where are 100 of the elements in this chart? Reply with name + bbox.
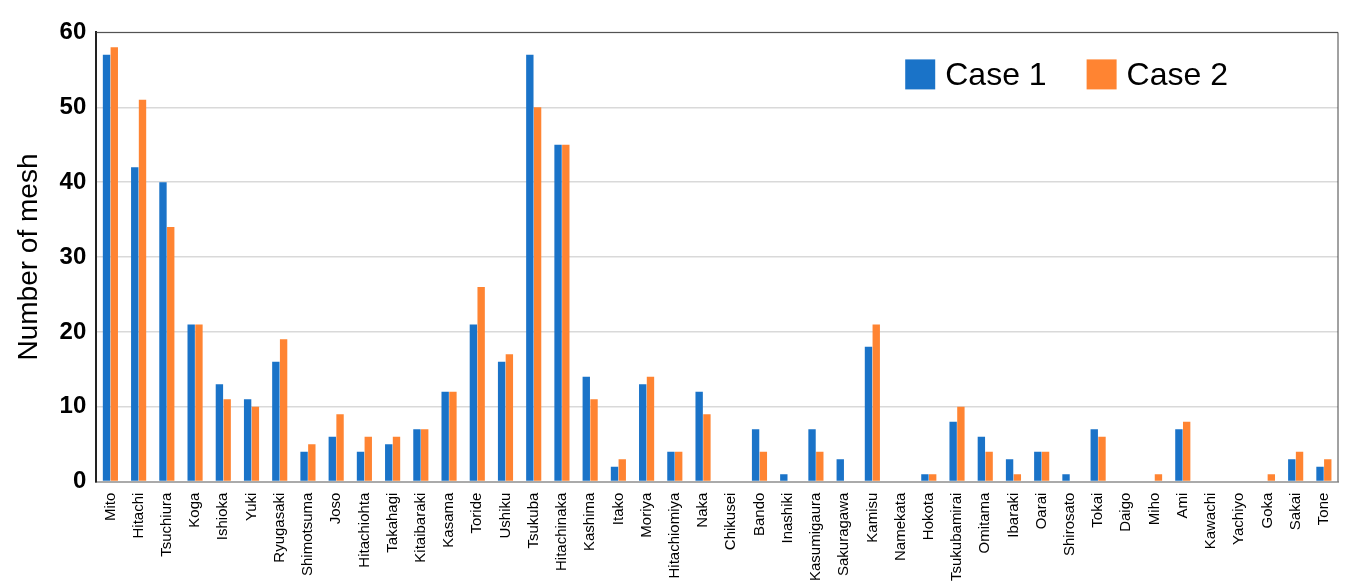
bar (272, 361, 280, 481)
legend-label: Case 2 (1126, 56, 1228, 93)
x-tick-label: Kitaibaraki (410, 492, 428, 563)
x-tick-label: Goka (1257, 491, 1275, 529)
x-tick-label: Ami (1172, 492, 1190, 519)
x-tick-label: Moriya (636, 491, 654, 538)
bar (1098, 436, 1106, 481)
x-tick-label: Inashiki (777, 492, 795, 544)
x-tick-label: Kamisu (862, 492, 880, 543)
bar (836, 459, 844, 481)
bar (195, 324, 203, 481)
bar (1324, 459, 1332, 481)
x-tick-label: Kashima (580, 491, 598, 551)
bar (279, 339, 288, 481)
x-tick-label: Sakai (1285, 492, 1303, 531)
x-tick-label: Tone (1314, 492, 1332, 526)
bar (243, 399, 252, 481)
bar (639, 384, 647, 481)
x-tick-label: Daigo (1116, 492, 1134, 532)
x-tick-label: Kasumigaura (806, 491, 824, 582)
x-tick-label: Mito (100, 492, 118, 521)
y-tick-label: 30 (59, 241, 87, 269)
bar (590, 399, 598, 481)
bar (187, 324, 195, 481)
bar (497, 361, 506, 481)
bar (864, 346, 873, 481)
bar (957, 406, 965, 481)
bar (646, 376, 655, 481)
bar (131, 167, 139, 481)
y-tick-label: 10 (59, 391, 87, 419)
x-tick-label: Takahagi (382, 492, 400, 553)
x-tick-label: Ishioka (213, 491, 231, 541)
bar (336, 414, 344, 481)
bar (703, 414, 711, 481)
bar (469, 324, 478, 481)
bar (477, 286, 485, 481)
bar (110, 47, 118, 481)
x-tick-label: Hitachi (128, 492, 146, 539)
y-tick-label: 0 (72, 466, 87, 494)
bar (618, 459, 626, 481)
x-tick-label: Tsuchiura (156, 491, 174, 557)
bar (667, 451, 675, 481)
bar (977, 436, 986, 481)
x-tick-label: Hitachiomiya (664, 491, 682, 579)
bar (392, 436, 401, 481)
bar (441, 391, 449, 481)
bar (328, 436, 336, 481)
bar (533, 107, 542, 481)
bar (610, 466, 619, 481)
bar (1288, 459, 1296, 481)
x-tick-label: Shimotsuma (298, 491, 316, 576)
bar (251, 406, 260, 481)
y-tick-label: 40 (59, 166, 87, 194)
x-tick-label: Miho (1144, 492, 1162, 526)
bar (929, 474, 937, 481)
bar (138, 99, 147, 481)
bar (1041, 451, 1050, 481)
bar (215, 384, 224, 481)
x-tick-label: Hitachinaka (552, 491, 570, 572)
y-tick-label: 60 (59, 17, 87, 45)
bar (308, 444, 316, 481)
bar (1090, 429, 1098, 481)
bar (808, 429, 816, 481)
x-tick-label: Toride (467, 492, 485, 534)
x-tick-label: Yuki (241, 492, 259, 521)
bar (949, 421, 957, 481)
x-tick-label: Tsukuba (523, 491, 541, 549)
bar (1013, 474, 1022, 481)
x-tick-label: Joso (326, 492, 344, 525)
bar (695, 391, 703, 481)
bar (300, 451, 308, 481)
bar (449, 391, 457, 481)
bar (872, 324, 880, 481)
bar (759, 451, 768, 481)
x-tick-label: Tsukubamirai (947, 492, 965, 581)
bar (985, 451, 993, 481)
x-tick-label: Kawachi (1201, 492, 1219, 550)
y-tick-label: 50 (59, 91, 87, 119)
x-tick-label: Omitama (975, 491, 993, 554)
x-tick-label: Bando (749, 492, 767, 536)
x-tick-label: Ibaraki (1003, 492, 1021, 538)
bar (751, 429, 760, 481)
bar (675, 451, 683, 481)
x-tick-label: Tokai (1088, 492, 1106, 528)
x-tick-label: Hitachiohta (354, 491, 372, 568)
x-tick-label: Hokota (918, 491, 936, 541)
x-tick-label: Koga (185, 491, 203, 528)
bar (413, 429, 421, 481)
legend-label: Case 1 (945, 56, 1047, 93)
bar (1005, 459, 1014, 481)
bar (385, 444, 393, 481)
bar (1175, 429, 1183, 481)
bar (562, 144, 570, 481)
bar (526, 54, 534, 481)
y-axis-title: Number of mesh (11, 153, 43, 361)
x-tick-label: Namekata (890, 491, 908, 561)
bar (159, 182, 167, 481)
bar (1154, 474, 1163, 481)
x-tick-label: Itako (608, 492, 626, 526)
x-tick-label: Shirosato (1060, 492, 1078, 556)
